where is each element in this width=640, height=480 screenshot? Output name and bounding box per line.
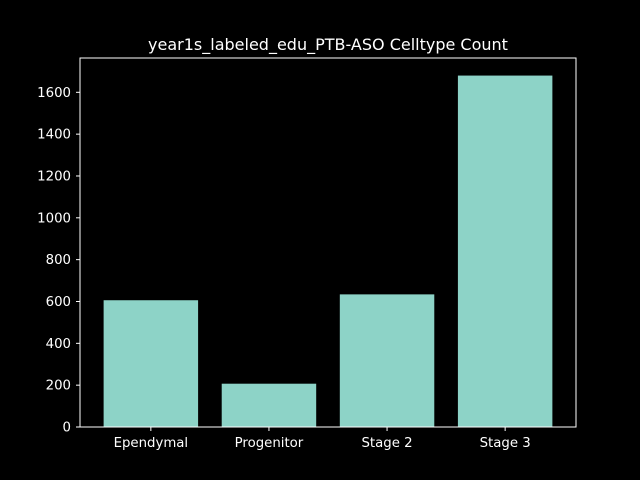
plot-frame bbox=[79, 57, 577, 428]
x-tick-label: Stage 3 bbox=[480, 436, 531, 451]
bar-stage-3 bbox=[457, 75, 553, 428]
x-tick-label: Ependymal bbox=[114, 436, 189, 451]
bar-ependymal bbox=[103, 300, 199, 427]
y-tick-label: 200 bbox=[46, 379, 71, 394]
x-tick-label: Stage 2 bbox=[361, 436, 412, 451]
bar-progenitor bbox=[221, 383, 317, 427]
y-tick-label: 1200 bbox=[37, 169, 71, 184]
y-tick-label: 1000 bbox=[37, 211, 71, 226]
y-tick-label: 400 bbox=[46, 337, 71, 352]
y-tick-label: 1400 bbox=[37, 128, 71, 143]
y-tick-label: 600 bbox=[46, 295, 71, 310]
chart-title: year1s_labeled_edu_PTB-ASO Celltype Coun… bbox=[148, 35, 508, 55]
y-tick-label: 0 bbox=[63, 421, 71, 436]
y-axis-ticks: 0 200 400 600 800 1000 1200 1400 1600 bbox=[37, 86, 80, 436]
y-tick-label: 1600 bbox=[37, 86, 71, 101]
bars-group bbox=[103, 75, 553, 428]
x-tick-label: Progenitor bbox=[235, 436, 304, 451]
bar-stage-2 bbox=[339, 294, 435, 427]
y-tick-label: 800 bbox=[46, 253, 71, 268]
x-axis-ticks: Ependymal Progenitor Stage 2 Stage 3 bbox=[114, 427, 531, 451]
